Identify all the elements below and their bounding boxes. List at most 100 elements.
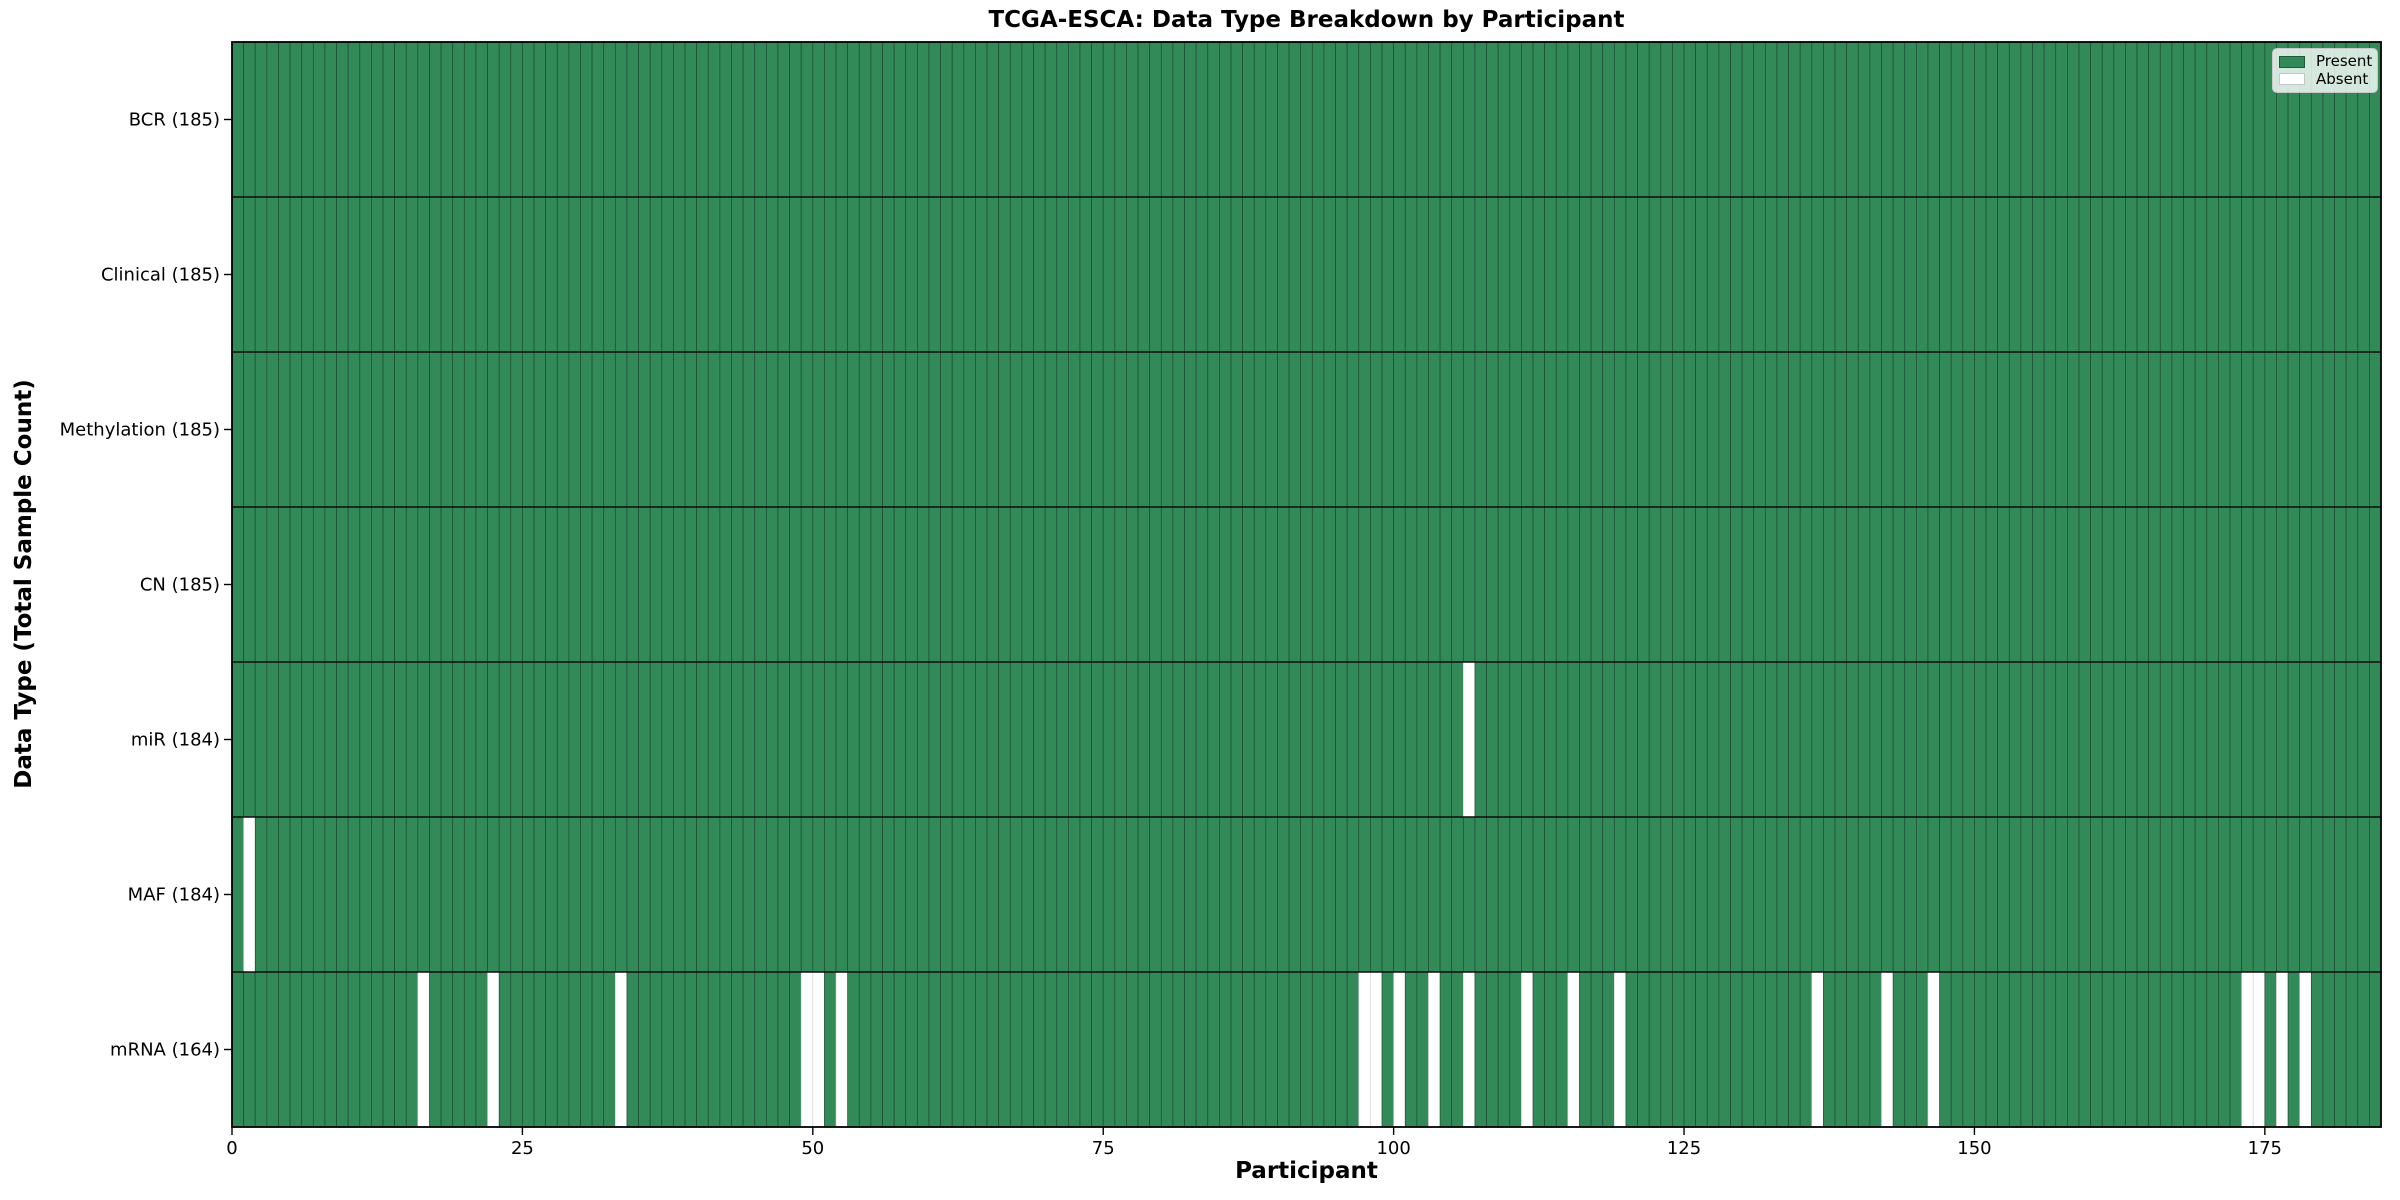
cell-present (800, 41, 814, 198)
cell-present (1381, 41, 1394, 198)
cell-present (1451, 351, 1464, 508)
cell-present (533, 971, 546, 1128)
cell-present (556, 351, 570, 508)
cell-present (1230, 816, 1243, 973)
cell-present (1521, 661, 1534, 818)
cell-present (2078, 506, 2091, 663)
cell-present (1300, 506, 1313, 663)
cell-present (1683, 196, 1697, 353)
cell-present (1021, 196, 1034, 353)
cell-present (1590, 971, 1604, 1128)
cell-present (1904, 351, 1917, 508)
cell-present (336, 816, 349, 973)
cell-present (1544, 351, 1557, 508)
cell-present (510, 196, 523, 353)
cell-present (2090, 196, 2103, 353)
cell-present (1567, 196, 1580, 353)
cell-present (289, 816, 303, 973)
cell-present (1335, 506, 1348, 663)
cell-present (1462, 351, 1476, 508)
cell-present (359, 816, 372, 973)
cell-present (301, 506, 314, 663)
cell-present (254, 661, 268, 818)
cell-present (1079, 196, 1092, 353)
cell-present (312, 196, 326, 353)
cell-present (405, 506, 419, 663)
cell-present (1091, 351, 1104, 508)
cell-present (429, 816, 442, 973)
cell-present (1219, 971, 1232, 1128)
cell-present (487, 661, 500, 818)
y-tick-label: miR (184) (131, 730, 220, 751)
cell-present (1230, 971, 1243, 1128)
cell-present (556, 41, 570, 198)
cell-present (463, 196, 477, 353)
cell-present (1404, 41, 1418, 198)
cell-present (1637, 506, 1650, 663)
cell-present (475, 971, 488, 1128)
cell-present (2067, 196, 2080, 353)
cell-present (475, 41, 488, 198)
cell-present (870, 816, 883, 973)
cell-present (1544, 816, 1557, 973)
cell-present (1997, 816, 2010, 973)
cell-present (1881, 351, 1894, 508)
cell-present (522, 351, 535, 508)
cell-present (2020, 196, 2033, 353)
cell-present (1160, 661, 1174, 818)
cell-present (2043, 661, 2057, 818)
cell-present (231, 351, 244, 508)
cell-present (1079, 816, 1092, 973)
cell-present (719, 506, 732, 663)
cell-present (1764, 971, 1778, 1128)
cell-present (1451, 41, 1464, 198)
cell-present (1892, 41, 1906, 198)
cell-present (278, 816, 291, 973)
cell-present (1184, 506, 1197, 663)
cell-present (533, 506, 546, 663)
cell-present (324, 661, 337, 818)
cell-present (1997, 196, 2010, 353)
cell-present (754, 351, 767, 508)
cell-present (2032, 971, 2045, 1128)
cell-present (1021, 971, 1034, 1128)
cell-present (2218, 41, 2231, 198)
cell-present (905, 506, 918, 663)
cell-present (2310, 816, 2324, 973)
cell-present (626, 196, 639, 353)
cell-present (998, 41, 1011, 198)
cell-present (777, 971, 790, 1128)
cell-present (742, 41, 756, 198)
cell-present (2345, 506, 2359, 663)
cell-present (254, 41, 268, 198)
cell-present (603, 196, 616, 353)
cell-present (382, 41, 395, 198)
cell-present (1486, 196, 1499, 353)
cell-present (1195, 506, 1209, 663)
cell-present (2345, 816, 2359, 973)
cell-present (1672, 41, 1685, 198)
cell-present (1834, 41, 1848, 198)
cell-present (1149, 506, 1162, 663)
cell-present (2276, 351, 2289, 508)
cell-present (1079, 661, 1092, 818)
cell-present (1718, 661, 1731, 818)
cell-present (2125, 816, 2138, 973)
cell-present (2043, 816, 2057, 973)
cell-present (1532, 816, 1545, 973)
cell-present (1335, 971, 1348, 1128)
cell-present (1730, 196, 1743, 353)
cell-present (591, 351, 605, 508)
cell-present (231, 196, 244, 353)
cell-present (522, 816, 535, 973)
cell-present (1509, 971, 1522, 1128)
cell-present (417, 41, 430, 198)
cell-present (765, 41, 779, 198)
cell-present (1660, 661, 1673, 818)
legend-entry-present: Present (2279, 53, 2372, 70)
cell-present (278, 196, 291, 353)
cell-present (1660, 41, 1673, 198)
cell-present (858, 196, 872, 353)
cell-absent (1927, 971, 1940, 1128)
cell-present (1764, 196, 1778, 353)
